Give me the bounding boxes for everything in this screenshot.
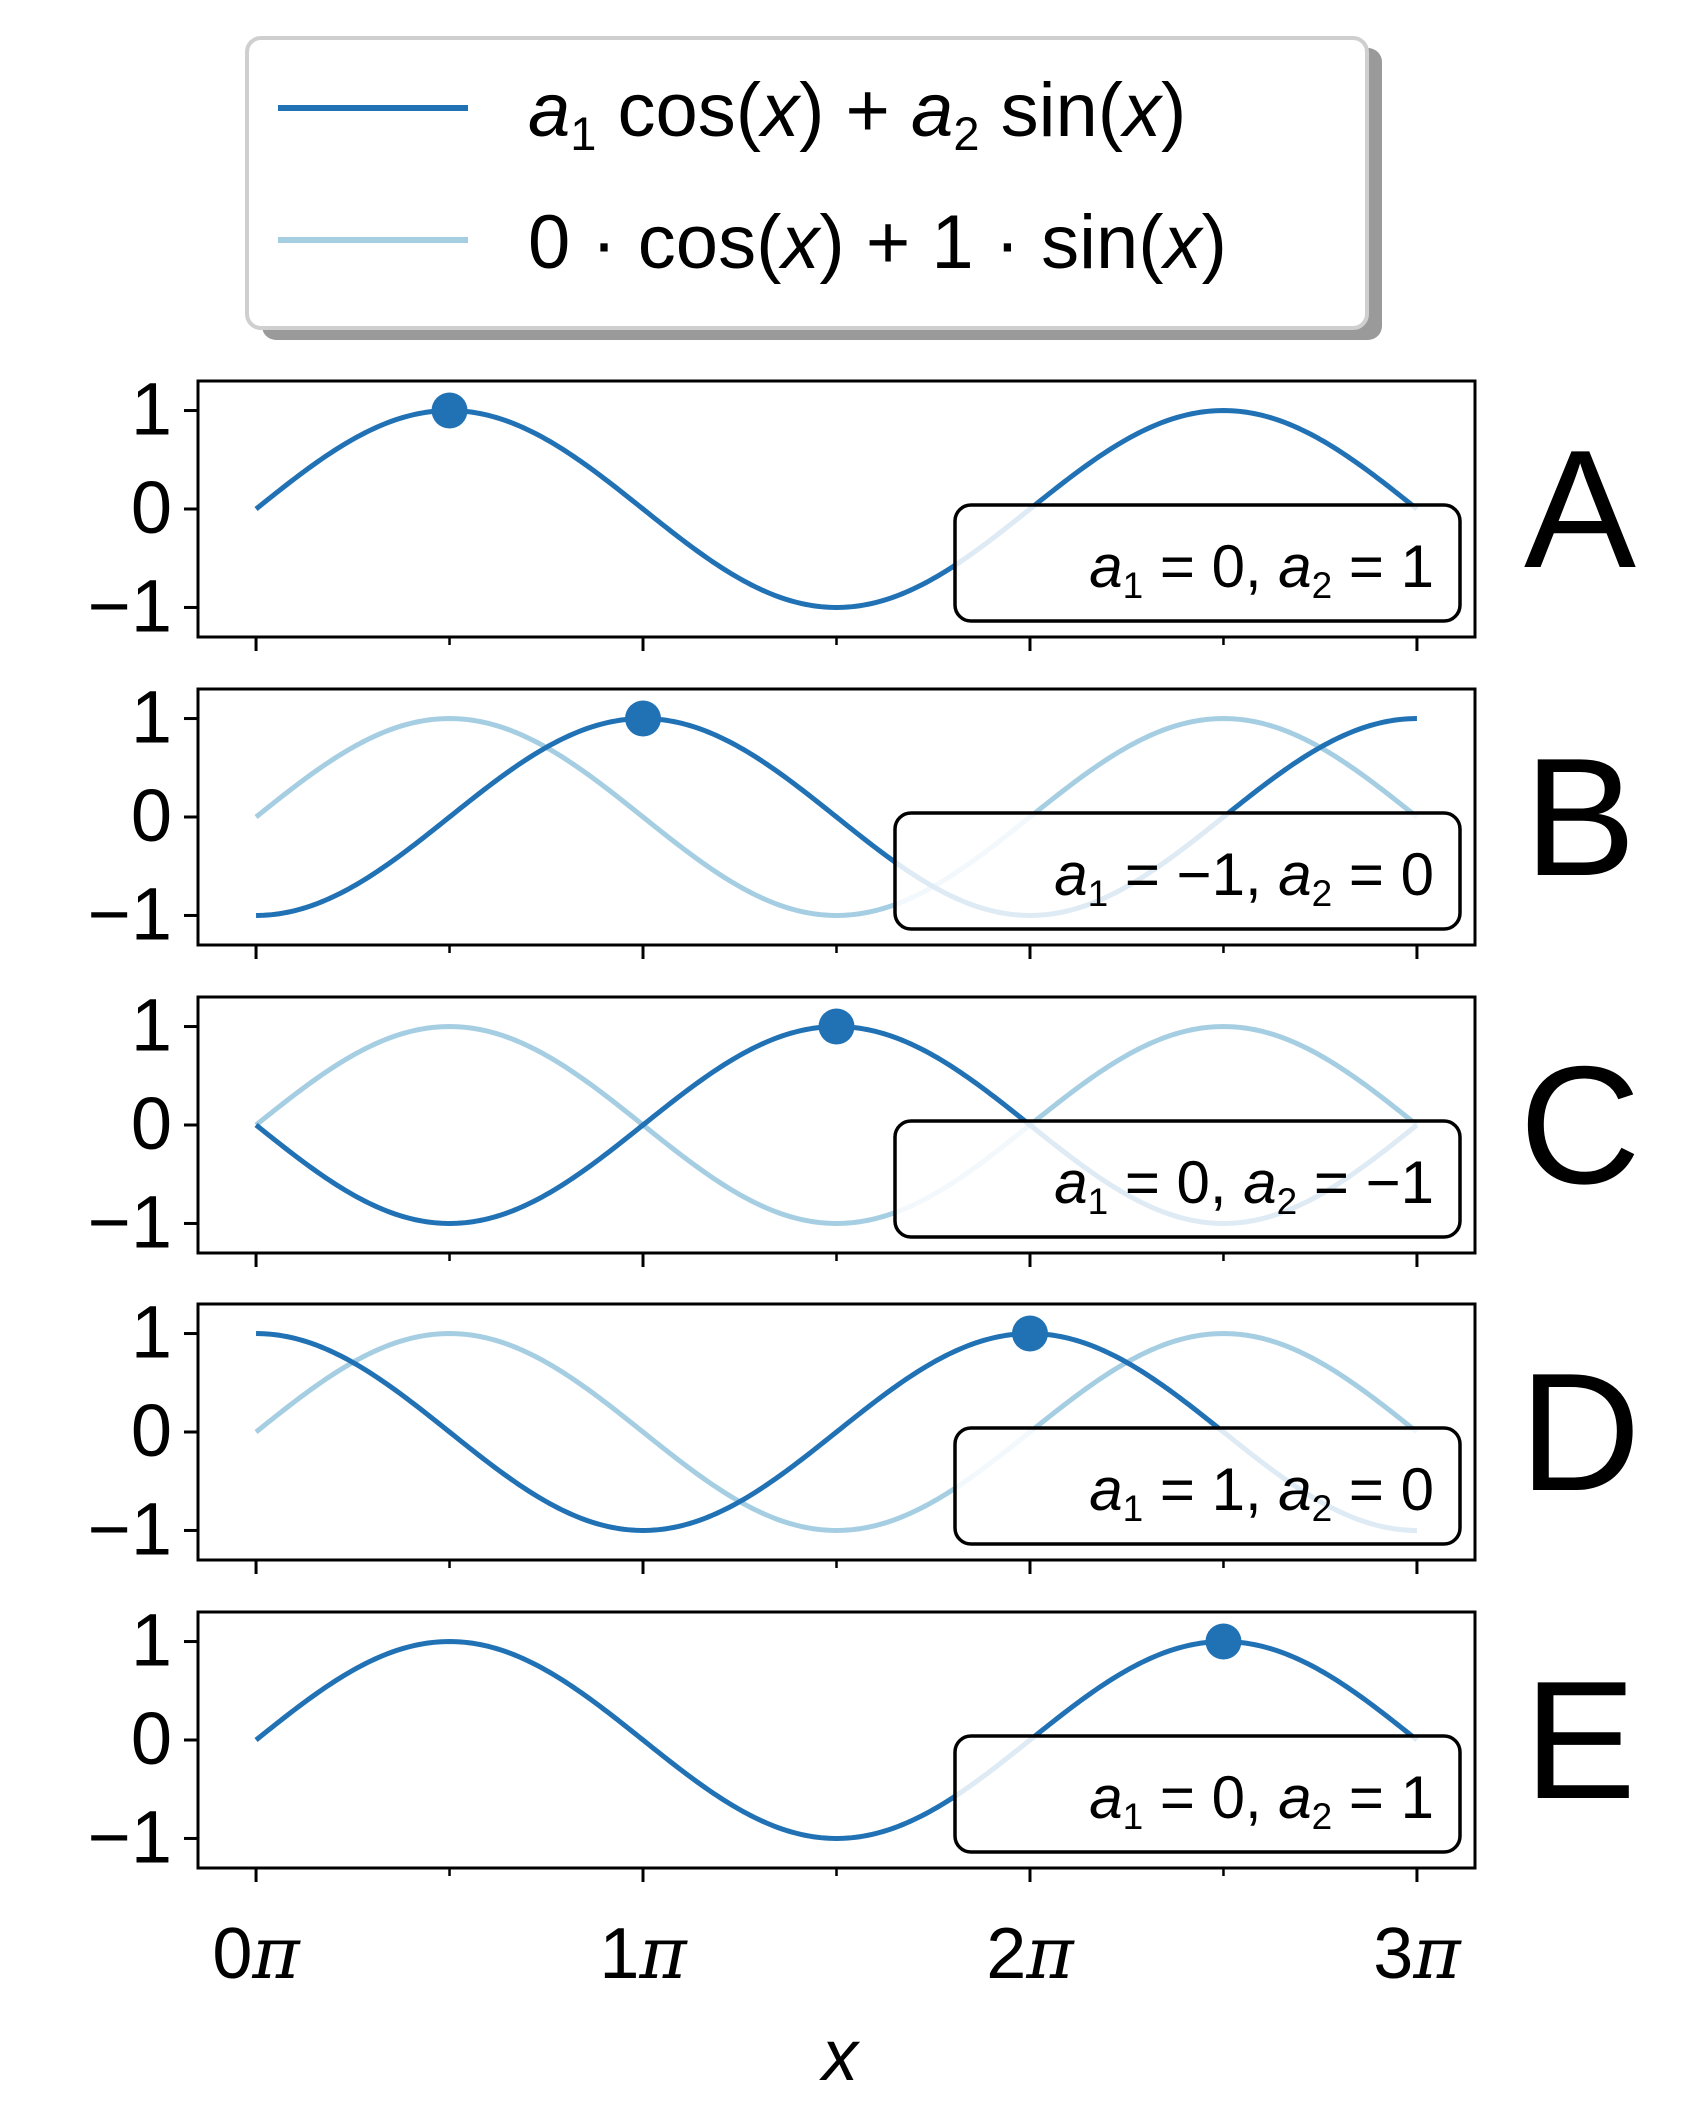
annotation-box: a1 = 0, a2 = 1 [953, 1734, 1462, 1854]
panels: a1 = 0, a2 = 1 1 0 −1 Aa1 = −1, a2 = 0 1 0 −1 Ba… [88, 368, 1641, 1882]
max-marker [625, 700, 662, 737]
y-tick-label: 0 [131, 774, 172, 857]
annotation-box: a1 = 1, a2 = 0 [953, 1426, 1462, 1546]
panel-a: a1 = 0, a2 = 1 1 0 −1 A [88, 368, 1636, 651]
legend-label-main: a1 cos(x) + a2 sin(x) [528, 68, 1186, 160]
plot-area [254, 392, 1419, 610]
legend: a1 cos(x) + a2 sin(x) 0 · cos(x) + 1 · s… [245, 36, 1382, 340]
x-axis: x 0π 1π 2π 3π [212, 1911, 1462, 2096]
y-tick-label: 0 [131, 1389, 172, 1472]
y-tick-label: −1 [88, 564, 172, 647]
panel-letter: C [1519, 1031, 1640, 1219]
annotation-box: a1 = 0, a2 = 1 [953, 503, 1462, 623]
annotation-text: a1 = 0, a2 = 1 [1089, 533, 1434, 606]
panel-letter: B [1524, 723, 1636, 911]
y-tick-label: −1 [88, 1795, 172, 1878]
y-tick-label: 0 [131, 1082, 172, 1165]
y-tick-label: 1 [131, 676, 172, 759]
max-marker [1011, 1315, 1048, 1352]
x-tick-label: 3π [1373, 1911, 1462, 1995]
panel-d: a1 = 1, a2 = 0 1 0 −1 D [88, 1291, 1641, 1574]
legend-frame [245, 36, 1369, 330]
annotation-text: a1 = 1, a2 = 0 [1089, 1456, 1434, 1529]
max-marker [818, 1008, 855, 1045]
x-tick-label: 2π [986, 1911, 1075, 1995]
x-tick-label: 1π [599, 1911, 688, 1995]
annotation-box: a1 = −1, a2 = 0 [893, 811, 1462, 931]
x-axis-label: x [819, 2016, 861, 2096]
panel-c: a1 = 0, a2 = −1 1 0 −1 C [88, 984, 1641, 1267]
y-tick-label: 0 [131, 1697, 172, 1780]
series-reference [254, 716, 1419, 918]
series-reference [254, 1024, 1419, 1226]
legend-label-reference: 0 · cos(x) + 1 · sin(x) [528, 200, 1227, 285]
panel-letter: D [1519, 1338, 1640, 1526]
panel-letter: E [1524, 1646, 1636, 1834]
panel-e: a1 = 0, a2 = 1 1 0 −1 E [88, 1599, 1636, 1882]
panel-letter: A [1524, 415, 1636, 603]
y-tick-label: −1 [88, 872, 172, 955]
annotation-text: a1 = 0, a2 = −1 [1054, 1149, 1434, 1222]
max-marker [431, 392, 468, 429]
y-tick-label: 1 [131, 1291, 172, 1374]
annotation-text: a1 = 0, a2 = 1 [1089, 1764, 1434, 1837]
series-reference [254, 1331, 1419, 1533]
annotation-box: a1 = 0, a2 = −1 [893, 1119, 1462, 1239]
y-tick-label: 0 [131, 466, 172, 549]
max-marker [1205, 1623, 1242, 1660]
y-tick-label: 1 [131, 984, 172, 1067]
plot-area [254, 1623, 1419, 1841]
y-tick-label: −1 [88, 1180, 172, 1263]
panel-b: a1 = −1, a2 = 0 1 0 −1 B [88, 676, 1636, 959]
y-tick-label: −1 [88, 1487, 172, 1570]
y-tick-label: 1 [131, 368, 172, 451]
y-tick-label: 1 [131, 1599, 172, 1682]
annotation-text: a1 = −1, a2 = 0 [1054, 841, 1434, 914]
x-tick-label: 0π [212, 1911, 301, 1995]
